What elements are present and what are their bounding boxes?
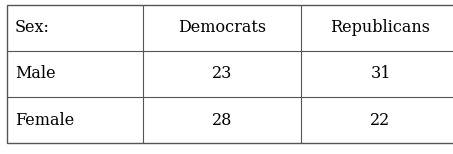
Text: 22: 22 — [371, 112, 390, 129]
Text: Republicans: Republicans — [331, 19, 430, 36]
Text: Democrats: Democrats — [178, 19, 266, 36]
Bar — [7, 5, 453, 143]
Text: Male: Male — [15, 65, 56, 82]
Text: 28: 28 — [212, 112, 232, 129]
Text: 23: 23 — [212, 65, 232, 82]
Text: 31: 31 — [370, 65, 391, 82]
Text: Sex:: Sex: — [15, 19, 50, 36]
Text: Female: Female — [15, 112, 74, 129]
